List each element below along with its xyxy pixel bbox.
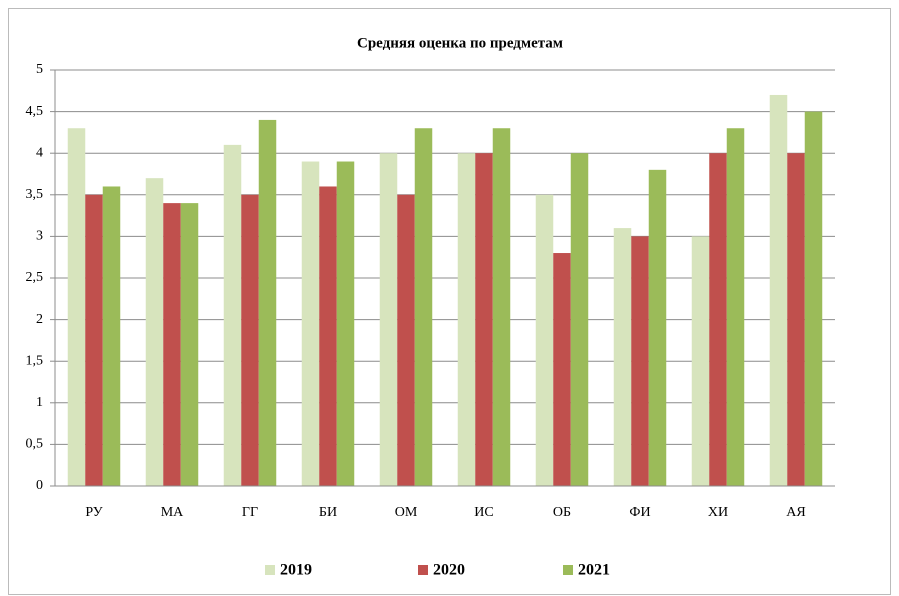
bar — [163, 203, 181, 486]
bar — [535, 194, 554, 487]
x-tick-label: ГГ — [242, 505, 258, 520]
bar — [492, 128, 511, 487]
x-tick-label: ИС — [474, 505, 493, 520]
y-tick-label: 1,5 — [26, 353, 44, 368]
x-tick-label: ФИ — [629, 505, 650, 520]
bar — [709, 153, 727, 486]
y-tick-label: 0,5 — [26, 437, 44, 452]
y-tick-label: 3,5 — [26, 187, 44, 202]
legend-label: 2021 — [578, 562, 610, 579]
bar — [319, 186, 337, 487]
bar — [397, 194, 415, 487]
legend-swatch — [265, 565, 275, 575]
y-tick-label: 2 — [36, 312, 43, 327]
x-tick-label: ОБ — [553, 505, 571, 520]
bar — [379, 153, 398, 486]
bar — [769, 94, 788, 487]
bar — [180, 203, 199, 486]
chart-border — [8, 8, 891, 595]
x-tick-label: ОМ — [395, 505, 418, 520]
bar — [301, 161, 320, 486]
bar — [570, 153, 589, 486]
y-tick-label: 1 — [36, 395, 43, 410]
bar — [613, 228, 632, 486]
bar — [414, 128, 433, 487]
bar — [726, 128, 745, 487]
legend-label: 2019 — [280, 562, 312, 579]
bar — [475, 153, 493, 486]
bar — [145, 178, 164, 486]
chart-title: Средняя оценка по предметам — [357, 35, 563, 51]
bar — [553, 253, 571, 486]
bar — [787, 153, 805, 486]
y-tick-label: 0 — [36, 478, 43, 493]
bar — [223, 144, 242, 486]
bar — [804, 111, 823, 486]
x-tick-label: БИ — [319, 505, 337, 520]
legend-label: 2020 — [433, 562, 465, 579]
y-tick-label: 2,5 — [26, 270, 44, 285]
x-tick-label: ХИ — [708, 505, 728, 520]
bar — [241, 194, 259, 487]
bar — [691, 236, 710, 486]
bar — [457, 153, 476, 486]
bar — [85, 194, 103, 487]
legend-swatch — [418, 565, 428, 575]
bar — [258, 119, 277, 487]
y-tick-label: 4 — [36, 145, 43, 160]
x-tick-label: РУ — [85, 505, 102, 520]
y-tick-label: 4,5 — [26, 104, 44, 119]
bar — [336, 161, 355, 486]
bar — [648, 169, 667, 486]
bar — [67, 128, 86, 487]
bar — [631, 236, 649, 486]
x-tick-label: МА — [161, 505, 184, 520]
x-tick-label: АЯ — [786, 505, 805, 520]
bar — [102, 186, 121, 487]
legend-swatch — [563, 565, 573, 575]
y-tick-label: 3 — [36, 229, 43, 244]
y-tick-label: 5 — [36, 62, 43, 77]
